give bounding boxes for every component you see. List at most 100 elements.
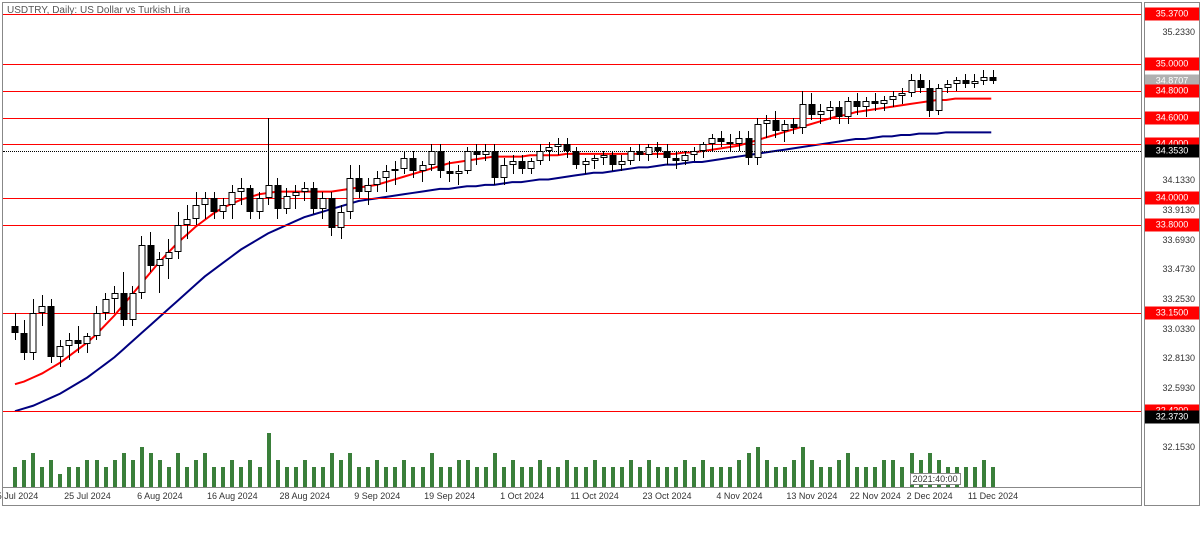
volume-bar	[656, 467, 660, 487]
volume-bar	[964, 467, 968, 487]
x-tick: 25 Jul 2024	[64, 491, 111, 501]
candle	[899, 88, 906, 104]
candle	[645, 144, 652, 160]
candle	[75, 326, 82, 353]
candle	[482, 144, 489, 160]
candle	[537, 144, 544, 164]
candle	[926, 80, 933, 118]
candle	[971, 74, 978, 87]
horizontal-line	[3, 91, 1141, 92]
candle	[455, 165, 462, 185]
volume-bar	[584, 467, 588, 487]
volume-bar	[475, 467, 479, 487]
candle	[582, 158, 589, 174]
candle	[682, 151, 689, 164]
volume-bar	[457, 460, 461, 487]
candle	[310, 182, 317, 214]
candle	[437, 144, 444, 178]
candle	[935, 84, 942, 115]
candle	[673, 151, 680, 169]
volume-bar	[819, 467, 823, 487]
volume-bar	[393, 467, 397, 487]
x-tick: 1 Oct 2024	[500, 491, 544, 501]
volume-bar	[991, 467, 995, 487]
volume-bar	[900, 467, 904, 487]
x-tick: 13 Nov 2024	[786, 491, 837, 501]
horizontal-line	[3, 64, 1141, 65]
volume-bar	[629, 460, 633, 487]
candle	[129, 286, 136, 326]
candle	[501, 158, 508, 185]
y-tick: 32.5930	[1162, 383, 1195, 393]
price-label: 35.0000	[1145, 57, 1199, 70]
candle	[292, 185, 299, 209]
candle	[102, 293, 109, 320]
x-tick: 9 Sep 2024	[354, 491, 400, 501]
candle	[591, 155, 598, 168]
volume-bar	[276, 460, 280, 487]
candle	[30, 299, 37, 360]
volume-bar	[873, 467, 877, 487]
volume-bar	[212, 467, 216, 487]
volume-bar	[728, 467, 732, 487]
volume-bar	[638, 467, 642, 487]
candle	[247, 185, 254, 219]
volume-bar	[411, 467, 415, 487]
x-axis: 15 Jul 202425 Jul 20246 Aug 202416 Aug 2…	[3, 487, 1141, 505]
volume-bar	[864, 467, 868, 487]
candle	[21, 320, 28, 360]
candle	[691, 147, 698, 160]
y-tick: 33.4730	[1162, 264, 1195, 274]
volume-bar	[104, 467, 108, 487]
volume-bar	[439, 467, 443, 487]
volume-bar	[493, 453, 497, 487]
volume-bar	[982, 460, 986, 487]
candle	[283, 188, 290, 215]
volume-bar	[312, 467, 316, 487]
volume-bar	[511, 460, 515, 487]
volume-bar	[701, 460, 705, 487]
y-tick: 35.2330	[1162, 27, 1195, 37]
volume-bar	[366, 467, 370, 487]
price-label: 34.6000	[1145, 111, 1199, 124]
time-indicator: 2021:40:00	[910, 473, 961, 485]
candle	[745, 131, 752, 165]
candle	[528, 158, 535, 174]
candle	[491, 144, 498, 184]
volume-bar	[267, 433, 271, 487]
volume-bar	[113, 460, 117, 487]
x-tick: 4 Nov 2024	[716, 491, 762, 501]
volume-bar	[792, 460, 796, 487]
chart-container: USDTRY, Daily: US Dollar vs Turkish Lira…	[2, 2, 1142, 506]
candle	[165, 239, 172, 279]
candle	[781, 120, 788, 142]
candle	[446, 161, 453, 183]
volume-bar	[357, 467, 361, 487]
volume-bar	[574, 467, 578, 487]
volume-bar	[330, 453, 334, 487]
candle	[944, 80, 951, 93]
candle	[654, 142, 661, 158]
volume-bar	[837, 460, 841, 487]
candle	[410, 151, 417, 178]
candle	[627, 147, 634, 165]
candle	[473, 144, 480, 164]
candle	[636, 144, 643, 160]
volume-bar	[40, 467, 44, 487]
price-label: 34.8000	[1145, 84, 1199, 97]
volume-bar	[158, 460, 162, 487]
candle	[401, 151, 408, 174]
volume-bar	[466, 460, 470, 487]
volume-bar	[31, 453, 35, 487]
candle	[618, 155, 625, 171]
y-tick: 33.0330	[1162, 324, 1195, 334]
volume-bar	[547, 467, 551, 487]
volume-bar	[683, 460, 687, 487]
candle	[709, 134, 716, 152]
volume-bar	[149, 453, 153, 487]
candle	[265, 118, 272, 206]
candle	[546, 142, 553, 161]
candle	[854, 93, 861, 115]
candle	[736, 131, 743, 151]
plot-area[interactable]	[3, 3, 1141, 461]
